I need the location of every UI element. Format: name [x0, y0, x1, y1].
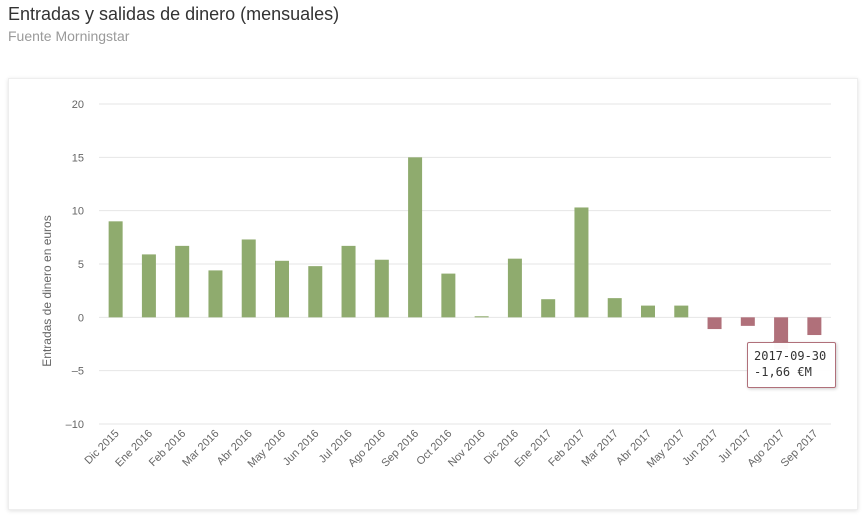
- bar-dic-2016[interactable]: [507, 258, 522, 318]
- bar-nov-2016[interactable]: [474, 316, 489, 318]
- bar-feb-2017[interactable]: [574, 207, 589, 318]
- bar-series: [108, 157, 822, 350]
- bar-may-2017[interactable]: [674, 305, 689, 318]
- x-tick-label: Mar 2016: [180, 428, 221, 469]
- bar-ago-2016[interactable]: [374, 259, 389, 318]
- bar-mar-2016[interactable]: [208, 270, 223, 318]
- tooltip-date: 2017-09-30: [754, 349, 827, 363]
- x-tick-label: Jun 2016: [281, 428, 321, 468]
- page-subtitle: Fuente Morningstar: [8, 28, 130, 44]
- page-title: Entradas y salidas de dinero (mensuales): [8, 4, 340, 24]
- tooltip-value: -1,66 €M: [754, 365, 812, 379]
- bar-ene-2017[interactable]: [541, 299, 556, 318]
- chart-card: 20 15 10 5 0 –5 –10 Dic 2015 Ene 2016 Feb 2016 Ma…: [8, 78, 858, 510]
- bar-sep-2016[interactable]: [408, 157, 423, 318]
- tooltip-arrow: [772, 336, 784, 343]
- x-tick-label: Mar 2017: [579, 428, 620, 469]
- y-tick-label: 5: [78, 259, 84, 271]
- bar-ene-2016[interactable]: [141, 254, 156, 318]
- bar-jun-2017[interactable]: [707, 317, 722, 330]
- bar-abr-2017[interactable]: [641, 305, 655, 318]
- bar-jul-2017[interactable]: [740, 317, 755, 326]
- bar-feb-2016[interactable]: [175, 245, 190, 318]
- y-tick-label: 15: [72, 152, 84, 164]
- y-tick-label: 0: [78, 312, 84, 324]
- y-tick-label: 10: [72, 206, 84, 218]
- bar-jun-2016[interactable]: [308, 266, 323, 318]
- y-axis-title: Entradas de dinero en euros: [40, 215, 54, 366]
- bar-sep-2017[interactable]: [807, 317, 822, 336]
- bar-abr-2016[interactable]: [241, 239, 256, 318]
- x-tick-label: Jun 2017: [680, 428, 720, 468]
- grid-lines: [99, 103, 831, 425]
- bar-mar-2017[interactable]: [607, 298, 622, 318]
- y-tick-label: –5: [72, 366, 84, 378]
- y-tick-label: 20: [72, 99, 84, 111]
- bar-may-2016[interactable]: [275, 260, 289, 318]
- bar-dic-2015[interactable]: [108, 221, 123, 318]
- bar-jul-2016[interactable]: [341, 245, 356, 318]
- data-tooltip: 2017-09-30 -1,66 €M: [747, 336, 836, 388]
- y-axis-ticks: 20 15 10 5 0 –5 –10: [66, 99, 84, 431]
- y-tick-label: –10: [66, 419, 84, 431]
- bar-oct-2016[interactable]: [441, 273, 456, 318]
